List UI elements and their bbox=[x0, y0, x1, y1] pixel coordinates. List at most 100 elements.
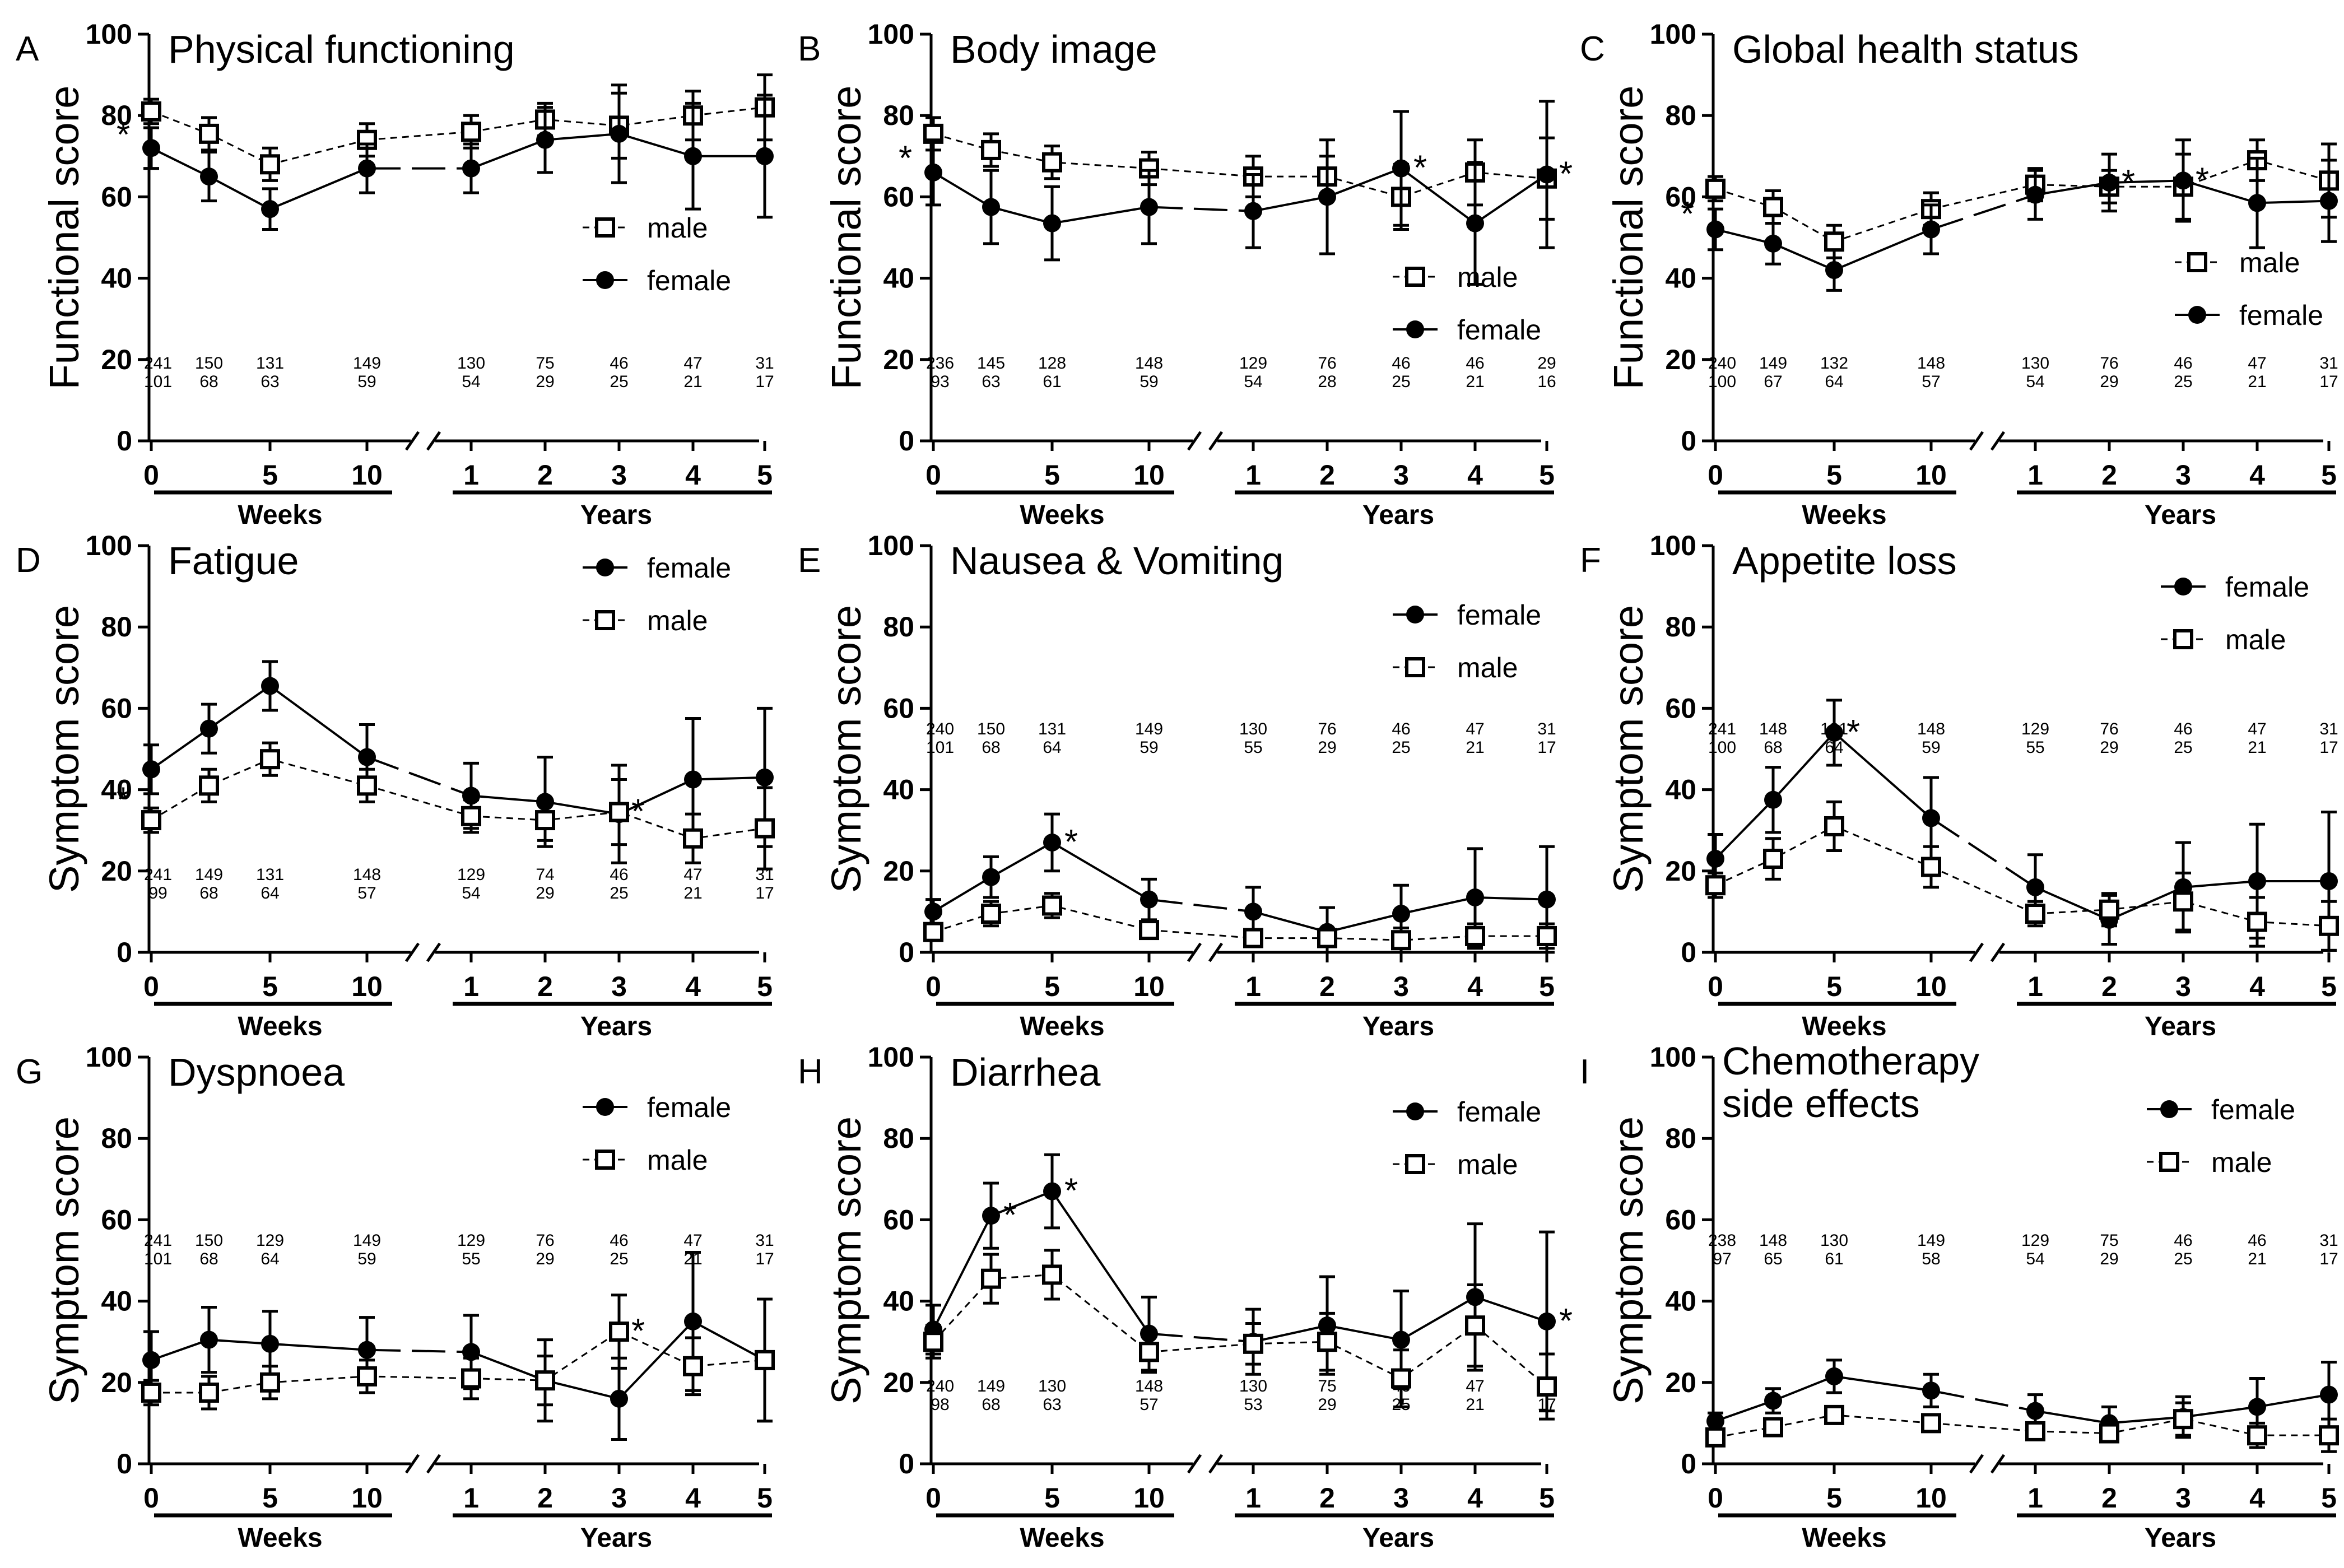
data-point-female bbox=[462, 1343, 480, 1361]
axis-break-mark bbox=[404, 942, 420, 962]
y-tick-label: 0 bbox=[899, 425, 914, 457]
y-tick-label: 60 bbox=[101, 1204, 132, 1235]
data-point-female bbox=[1140, 198, 1158, 216]
n-count-male: 47 bbox=[683, 354, 702, 373]
data-point-male bbox=[1042, 895, 1062, 916]
data-point-male bbox=[199, 775, 219, 796]
x-tick-label-year: 1 bbox=[463, 459, 479, 491]
panel-title: Body image bbox=[950, 27, 1157, 71]
weeks-group-label: Weeks bbox=[1802, 500, 1886, 530]
y-tick-label: 80 bbox=[101, 611, 132, 643]
n-count-male: 129 bbox=[457, 866, 485, 884]
n-count-male: 132 bbox=[1820, 354, 1848, 373]
data-point-male bbox=[141, 1382, 161, 1403]
n-count-female: 28 bbox=[1318, 373, 1336, 391]
axis-break-mark bbox=[1969, 431, 1984, 451]
panel-letter: C bbox=[1580, 30, 1605, 68]
series-male bbox=[923, 892, 1557, 954]
n-count-female: 68 bbox=[1764, 738, 1782, 757]
x-tick-label-year: 4 bbox=[685, 1482, 701, 1514]
x-tick-label-year: 3 bbox=[2175, 1482, 2191, 1514]
series-line-male bbox=[471, 1330, 765, 1381]
n-count-female: 25 bbox=[2174, 1250, 2192, 1268]
n-count-female: 21 bbox=[1466, 1395, 1484, 1414]
y-axis-label: Symptom score bbox=[823, 605, 869, 893]
n-count-female: 25 bbox=[1392, 738, 1410, 757]
n-count-male: 46 bbox=[2174, 354, 2192, 373]
legend-marker-male bbox=[1405, 657, 1425, 677]
data-point-male bbox=[2247, 1425, 2267, 1446]
data-point-female bbox=[684, 770, 702, 789]
n-count-male: 131 bbox=[256, 866, 284, 884]
n-count-male: 241 bbox=[1708, 720, 1736, 738]
y-tick-label: 80 bbox=[1665, 611, 1696, 643]
n-count-female: 61 bbox=[1825, 1250, 1843, 1268]
data-point-female bbox=[261, 1334, 279, 1353]
n-count-female: 25 bbox=[2174, 373, 2192, 391]
y-tick-label: 40 bbox=[883, 774, 914, 806]
data-point-female bbox=[1922, 1381, 1940, 1400]
x-tick-label-year: 2 bbox=[2101, 971, 2117, 1002]
n-count-female: 55 bbox=[462, 1250, 480, 1268]
data-point-male bbox=[260, 154, 280, 175]
legend-marker-female bbox=[2160, 1100, 2178, 1118]
y-tick-label: 20 bbox=[1665, 1367, 1696, 1398]
n-count-female: 100 bbox=[1708, 373, 1736, 391]
x-tick-label-week: 10 bbox=[1133, 459, 1165, 491]
weeks-group-label: Weeks bbox=[1020, 500, 1104, 530]
n-count-female: 29 bbox=[2100, 373, 2118, 391]
n-count-male: 129 bbox=[457, 1231, 485, 1250]
n-count-male: 148 bbox=[1135, 354, 1163, 373]
x-tick-label-week: 5 bbox=[1826, 971, 1842, 1002]
x-tick-label-year: 1 bbox=[1245, 1482, 1261, 1514]
n-count-female: 54 bbox=[1244, 373, 1262, 391]
panel-title: Appetite loss bbox=[1732, 539, 1957, 583]
data-point-male bbox=[2319, 915, 2339, 936]
x-tick-label-week: 10 bbox=[1133, 1482, 1165, 1514]
significance-star: * bbox=[631, 793, 645, 831]
data-point-male bbox=[461, 122, 481, 142]
y-tick-label: 0 bbox=[899, 937, 914, 968]
data-point-female bbox=[2026, 1402, 2044, 1420]
data-point-female bbox=[200, 719, 218, 738]
data-point-male bbox=[1465, 1315, 1485, 1336]
panel-h: H Diarrhea Symptom score 0 20 40 60 80 100 0 5 10 1 2… bbox=[798, 1041, 1573, 1553]
data-point-female bbox=[358, 159, 376, 178]
n-count-male: 236 bbox=[926, 354, 954, 373]
n-count-male: 47 bbox=[2248, 720, 2266, 738]
n-count-male: 75 bbox=[536, 354, 554, 373]
y-tick-label: 80 bbox=[101, 100, 132, 131]
y-tick-label: 80 bbox=[883, 1123, 914, 1154]
legend-label-female: female bbox=[1457, 1096, 1541, 1128]
y-tick-label: 100 bbox=[868, 530, 914, 561]
n-count-male: 129 bbox=[2021, 1231, 2049, 1250]
series-female bbox=[924, 812, 1556, 954]
panel-title: Fatigue bbox=[168, 539, 299, 583]
x-tick-label-year: 2 bbox=[2101, 1482, 2117, 1514]
significance-star: * bbox=[2122, 163, 2135, 202]
legend-marker-female bbox=[2188, 306, 2206, 324]
n-count-male: 241 bbox=[144, 866, 172, 884]
data-point-female bbox=[1140, 890, 1158, 909]
n-count-female: 67 bbox=[1764, 373, 1782, 391]
legend-marker-female bbox=[596, 1098, 614, 1116]
y-tick-label: 80 bbox=[1665, 100, 1696, 131]
n-count-male: 240 bbox=[926, 1377, 954, 1395]
legend-label-male: male bbox=[1457, 652, 1518, 683]
n-count-male: 129 bbox=[1239, 354, 1267, 373]
n-count-female: 64 bbox=[261, 884, 279, 902]
y-axis-label: Functional score bbox=[41, 86, 87, 390]
data-point-female bbox=[1392, 159, 1410, 178]
data-point-male bbox=[2173, 1409, 2193, 1430]
series-line-female bbox=[932, 841, 1150, 913]
significance-star: * bbox=[1559, 1302, 1573, 1341]
series-bridge-female bbox=[1148, 898, 1254, 913]
n-count-female: 93 bbox=[931, 373, 949, 391]
n-count-male: 31 bbox=[2319, 354, 2338, 373]
y-axis-label: Symptom score bbox=[823, 1116, 869, 1404]
significance-star: * bbox=[2196, 161, 2209, 199]
panel-letter: I bbox=[1580, 1053, 1589, 1091]
x-tick-label-week: 0 bbox=[925, 459, 941, 491]
series-line-female bbox=[1714, 731, 1932, 860]
